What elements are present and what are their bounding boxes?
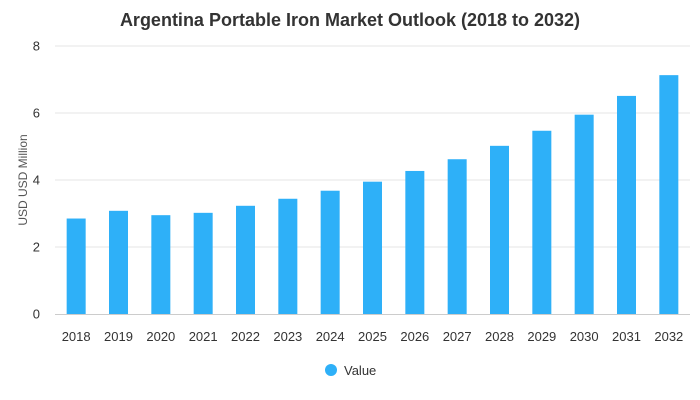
y-axis-label: USD USD Million [16, 134, 30, 225]
x-tick-label: 2020 [146, 329, 175, 344]
bar-2029[interactable] [532, 130, 552, 314]
x-tick-label: 2032 [654, 329, 683, 344]
x-axis-ticks: 2018 2019 2020 2021 2022 2023 2024 2025 2026 2027… [62, 329, 684, 344]
y-tick-label: 6 [33, 106, 40, 121]
x-tick-label: 2031 [612, 329, 641, 344]
bar-2021[interactable] [193, 212, 213, 314]
y-tick-label: 4 [33, 173, 40, 188]
bar-2026[interactable] [405, 170, 425, 314]
bar-2023[interactable] [278, 198, 298, 314]
x-tick-label: 2019 [104, 329, 133, 344]
bar-2019[interactable] [109, 210, 128, 314]
legend-marker[interactable] [325, 364, 337, 376]
x-tick-label: 2025 [358, 329, 387, 344]
bar-2020[interactable] [151, 215, 171, 314]
x-tick-label: 2027 [443, 329, 472, 344]
legend[interactable]: Value [325, 363, 376, 378]
bar-2022[interactable] [236, 205, 255, 314]
x-tick-label: 2023 [273, 329, 302, 344]
bar-2024[interactable] [320, 190, 340, 314]
y-tick-label: 2 [33, 240, 40, 255]
chart-title: Argentina Portable Iron Market Outlook (… [120, 10, 580, 30]
bar-2032[interactable] [659, 75, 679, 315]
x-tick-label: 2021 [189, 329, 218, 344]
bar-2028[interactable] [490, 145, 509, 314]
x-tick-label: 2029 [527, 329, 556, 344]
bar-2025[interactable] [363, 181, 382, 314]
legend-label[interactable]: Value [344, 363, 376, 378]
bar-2018[interactable] [66, 218, 86, 314]
y-tick-label: 0 [33, 307, 40, 322]
bar-2030[interactable] [574, 114, 594, 314]
bar-2031[interactable] [617, 95, 636, 314]
bar-series [66, 75, 679, 315]
x-tick-label: 2024 [316, 329, 345, 344]
y-axis-ticks: 0 2 4 6 8 [33, 39, 40, 322]
x-tick-label: 2026 [400, 329, 429, 344]
x-tick-label: 2028 [485, 329, 514, 344]
y-tick-label: 8 [33, 39, 40, 54]
bar-2027[interactable] [447, 159, 467, 314]
x-tick-label: 2018 [62, 329, 91, 344]
x-tick-label: 2022 [231, 329, 260, 344]
x-tick-label: 2030 [570, 329, 599, 344]
